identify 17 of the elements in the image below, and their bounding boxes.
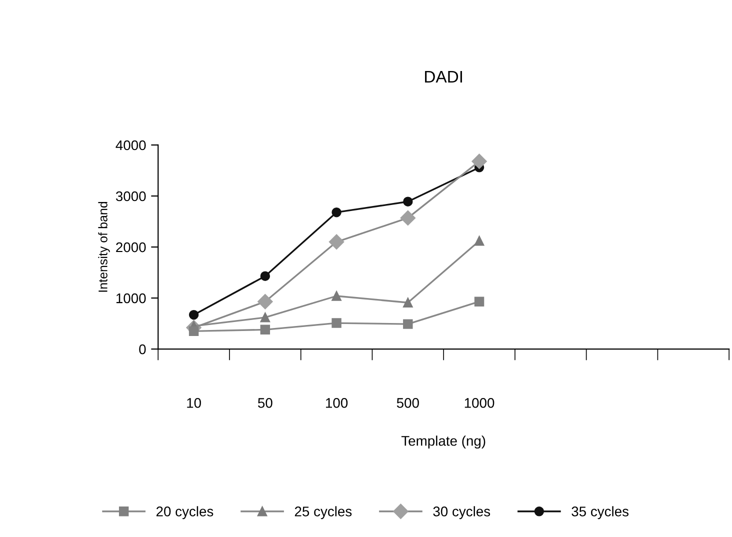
y-tick-label: 1000: [116, 293, 146, 304]
chart-title: DADI: [425, 71, 462, 82]
x-tick-label: 1000: [464, 398, 494, 408]
legend-label: 35 cycles: [572, 506, 629, 520]
legend-label: 30 cycles: [433, 506, 490, 520]
x-tick-label: 100: [326, 398, 348, 408]
x-tick-label: 10: [187, 398, 201, 408]
y-tick-label: 3000: [116, 191, 146, 202]
y-tick-label: 2000: [116, 242, 146, 252]
x-tick-label: 50: [258, 398, 272, 408]
y-tick-label: 0: [139, 344, 146, 354]
x-axis-title: Template (ng): [401, 436, 486, 449]
x-tick-label: 500: [396, 398, 419, 408]
legend-label: 20 cycles: [156, 506, 214, 520]
legend-label: 25 cycles: [294, 506, 352, 520]
y-tick-label: 4000: [116, 140, 146, 150]
y-axis-title: Intensity of band: [98, 202, 110, 292]
